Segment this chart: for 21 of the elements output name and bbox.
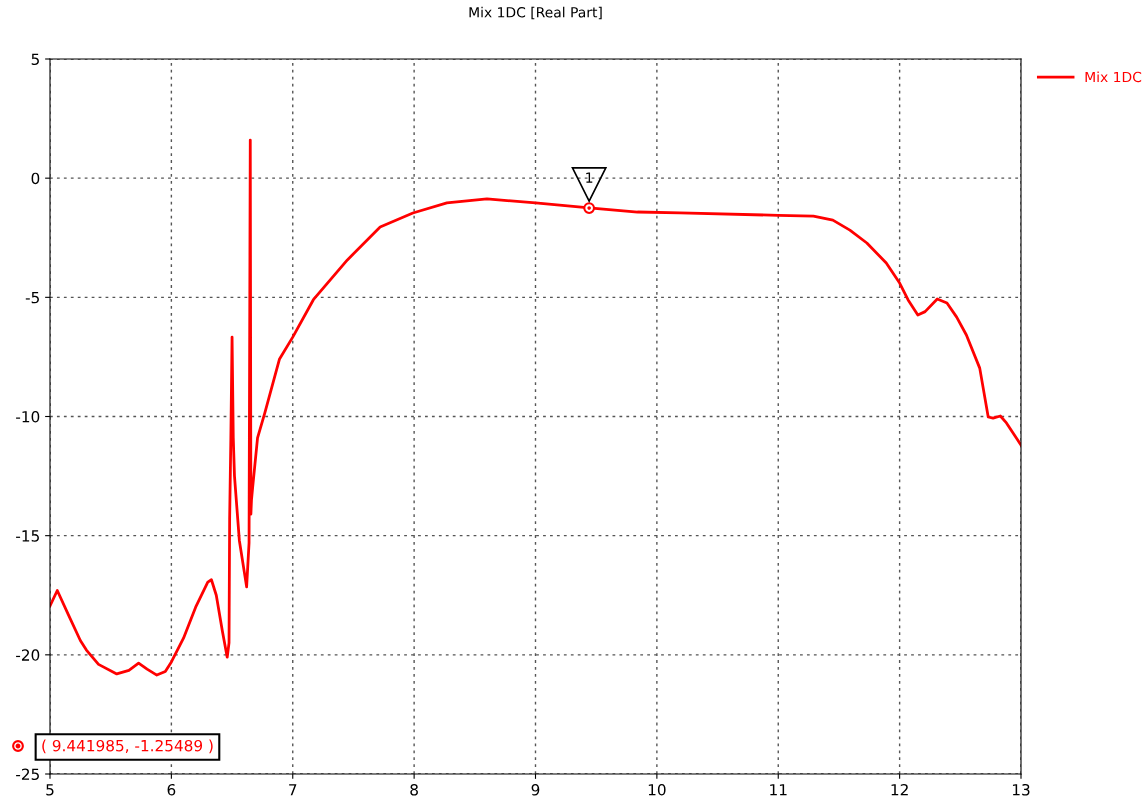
line-series [50,138,1021,677]
annotation: 1 [586,172,593,183]
y-tick-label: 0 [31,172,40,185]
y-tick-label: -25 [16,768,39,781]
x-tick-label: 11 [770,784,787,796]
legend-label: Mix 1DC [1085,71,1142,83]
x-tick-label: 8 [410,783,418,796]
x-tick-label: 9 [531,783,540,796]
x-tick-label: 12 [891,783,908,796]
x-tick-label: 10 [648,783,666,796]
y-tick-label: -5 [25,292,39,304]
x-tick-label: 6 [167,783,176,796]
x-tick-label: 5 [46,784,54,796]
x-tick-label: 7 [289,784,297,796]
chart-title: Mix 1DC [Real Part] [469,6,602,20]
annotation: ( 9.441985, -1.25489 ) [42,739,213,754]
y-tick-label: -20 [16,649,40,661]
y-tick-label: -10 [16,410,40,423]
y-tick-label: -15 [16,530,39,542]
x-tick-label: 13 [1012,783,1030,796]
y-tick-label: 5 [31,53,39,66]
